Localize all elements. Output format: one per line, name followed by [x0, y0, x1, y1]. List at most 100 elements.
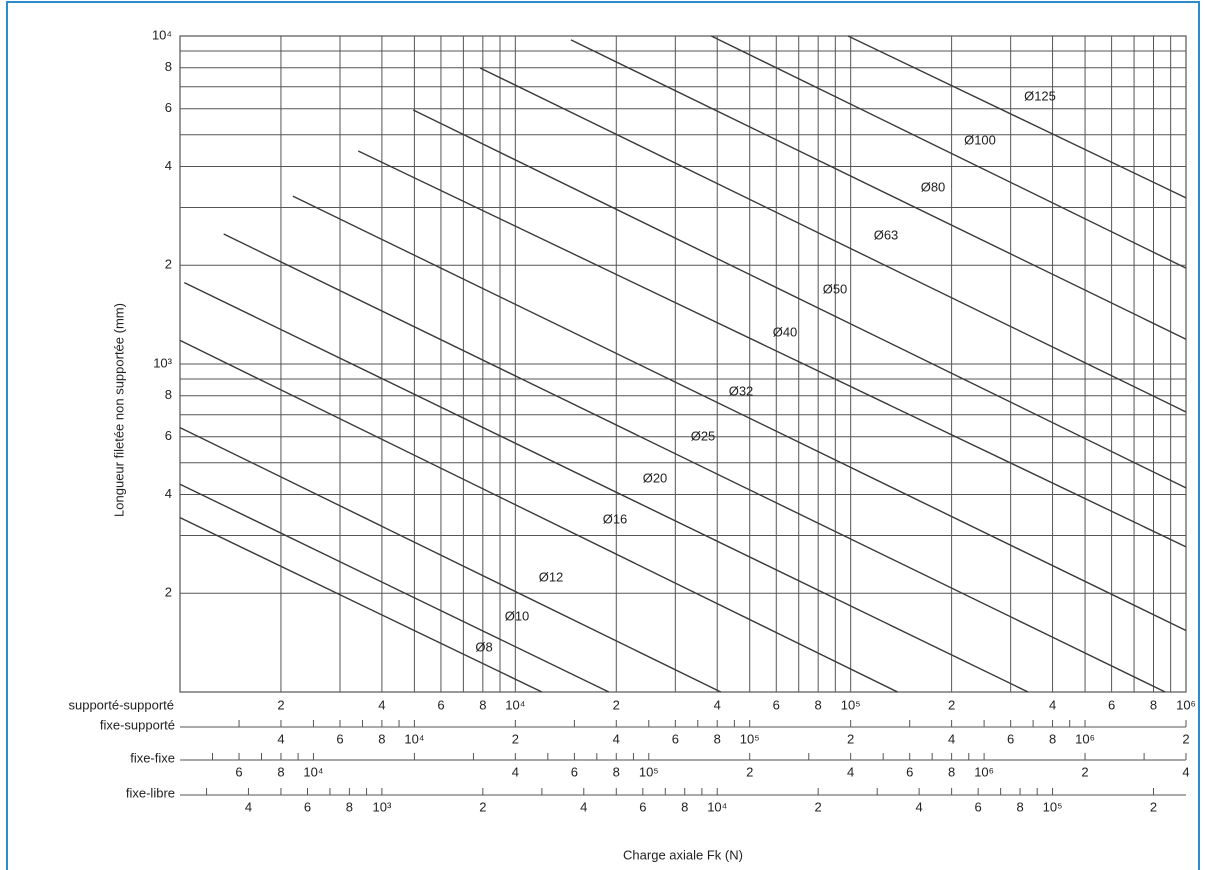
x-tick-label: 4	[378, 697, 385, 712]
series-label: Ø80	[921, 179, 946, 194]
x-tick-label: 2	[479, 799, 486, 814]
y-tick-label: 8	[165, 387, 172, 402]
x-tick-label: 10⁵	[740, 731, 760, 746]
x-tick-label: 2	[1081, 764, 1088, 779]
series-line	[847, 35, 1187, 199]
x-tick-label: 8	[277, 764, 284, 779]
x-tick-label: 8	[378, 731, 385, 746]
x-tick-label: 6	[235, 764, 242, 779]
x-tick-label: 10⁵	[1043, 799, 1063, 814]
y-tick-label: 2	[165, 257, 172, 272]
series-label: Ø16	[603, 511, 628, 526]
series-label: Ø12	[539, 569, 564, 584]
x-tick-label: 10⁶	[1176, 697, 1196, 712]
y-tick-label: 2	[165, 585, 172, 600]
x-tick-label: 2	[847, 731, 854, 746]
x-tick-label: 8	[1016, 799, 1023, 814]
y-tick-label: 8	[165, 59, 172, 74]
x-axis-title: Charge axiale Fk (N)	[623, 847, 743, 862]
x-tick-label: 4	[277, 731, 284, 746]
series-line	[183, 282, 1029, 693]
x-tick-label: 6	[304, 799, 311, 814]
series-line	[179, 483, 610, 693]
x-tick-label: 8	[1150, 697, 1157, 712]
frame	[6, 1, 1200, 870]
x-tick-label: 8	[346, 799, 353, 814]
x-tick-label: 6	[571, 764, 578, 779]
x-tick-label: 2	[815, 799, 822, 814]
x-tick-label: 10⁴	[303, 764, 323, 779]
x-tick-label: 6	[975, 799, 982, 814]
y-tick-label: 6	[165, 100, 172, 115]
x-tick-label: 2	[512, 731, 519, 746]
y-tick-label: 4	[165, 158, 172, 173]
series-label: Ø25	[691, 428, 716, 443]
x-tick-label: 6	[639, 799, 646, 814]
x-tick-label: 8	[1049, 731, 1056, 746]
x-tick-label: 6	[1007, 731, 1014, 746]
x-tick-label: 2	[277, 697, 284, 712]
x-tick-label: 10⁴	[404, 731, 424, 746]
series-line	[412, 109, 1187, 489]
series-label: Ø63	[874, 227, 899, 242]
x-tick-label: 10⁶	[974, 764, 994, 779]
x-tick-label: 10⁵	[841, 697, 861, 712]
x-scale-name: fixe-fixe	[130, 750, 175, 765]
x-tick-label: 10⁴	[707, 799, 727, 814]
x-tick-label: 2	[1182, 731, 1189, 746]
x-tick-label: 6	[906, 764, 913, 779]
x-tick-label: 10⁵	[639, 764, 659, 779]
x-tick-label: 4	[613, 731, 620, 746]
x-tick-label: 2	[1150, 799, 1157, 814]
x-tick-label: 4	[245, 799, 252, 814]
x-tick-label: 4	[714, 697, 721, 712]
x-tick-label: 8	[948, 764, 955, 779]
series-line	[179, 426, 722, 693]
y-axis-title: Longueur filetée non supportée (mm)	[111, 303, 126, 517]
x-tick-label: 10⁶	[1075, 731, 1095, 746]
x-tick-label: 6	[672, 731, 679, 746]
x-tick-label: 4	[1182, 764, 1189, 779]
x-tick-label: 10³	[372, 799, 391, 814]
series-label: Ø20	[643, 470, 668, 485]
series-line	[292, 195, 1187, 632]
y-tick-label: 10⁴	[152, 27, 172, 42]
x-tick-label: 2	[948, 697, 955, 712]
series-line	[357, 150, 1187, 548]
series-label: Ø40	[773, 324, 798, 339]
x-tick-label: 6	[773, 697, 780, 712]
x-tick-label: 8	[681, 799, 688, 814]
x-tick-label: 4	[948, 731, 955, 746]
x-tick-label: 6	[336, 731, 343, 746]
x-tick-label: 4	[1049, 697, 1056, 712]
y-tick-label: 4	[165, 486, 172, 501]
y-tick-label: 6	[165, 428, 172, 443]
series-label: Ø100	[964, 132, 996, 147]
series-line	[570, 39, 1187, 340]
x-tick-label: 4	[580, 799, 587, 814]
x-tick-label: 8	[815, 697, 822, 712]
series-label: Ø125	[1024, 88, 1056, 103]
series-line	[710, 35, 1187, 269]
series-label: Ø8	[475, 639, 492, 654]
y-tick-label: 10³	[153, 355, 172, 370]
x-tick-label: 4	[847, 764, 854, 779]
x-tick-label: 8	[479, 697, 486, 712]
x-tick-label: 2	[613, 697, 620, 712]
x-scale-name: fixe-libre	[126, 785, 175, 800]
x-tick-label: 6	[1108, 697, 1115, 712]
x-tick-label: 8	[613, 764, 620, 779]
series-label: Ø32	[729, 383, 754, 398]
series-line	[179, 339, 898, 693]
plot-border	[179, 35, 1187, 693]
x-tick-label: 4	[915, 799, 922, 814]
series-label: Ø50	[823, 281, 848, 296]
x-scale-name: fixe-supporté	[100, 717, 175, 732]
x-tick-label: 10⁴	[505, 697, 525, 712]
x-tick-label: 6	[437, 697, 444, 712]
series-line	[179, 517, 543, 693]
x-tick-label: 2	[746, 764, 753, 779]
x-tick-label: 8	[714, 731, 721, 746]
series-label: Ø10	[505, 608, 530, 623]
